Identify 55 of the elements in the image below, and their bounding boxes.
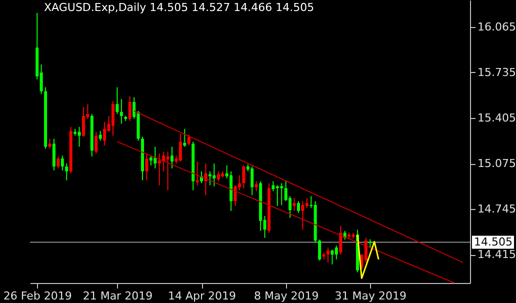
- candlestick: [250, 166, 254, 196]
- y-tick-label: 15.075: [478, 157, 516, 170]
- candlestick: [170, 146, 174, 169]
- y-tick-label: 16.065: [478, 20, 516, 34]
- candlestick: [56, 156, 60, 169]
- candlestick: [60, 155, 64, 171]
- candlestick: [330, 249, 334, 265]
- candlestick: [318, 239, 322, 261]
- candlestick: [276, 184, 279, 206]
- candlestick: [65, 162, 68, 181]
- candlestick: [120, 98, 123, 124]
- candlestick: [166, 151, 170, 191]
- candlestick: [52, 138, 56, 171]
- candlestick: [158, 153, 161, 186]
- y-tick-label: 14.745: [478, 202, 516, 216]
- x-tick-label: 8 May 2019: [254, 290, 319, 302]
- candlestick: [145, 153, 148, 181]
- x-tick-label: 14 Apr 2019: [168, 290, 236, 302]
- y-tick-label: 15.735: [478, 66, 516, 79]
- candlestick: [48, 138, 52, 150]
- candlestick: [242, 164, 246, 189]
- x-tick-label: 21 Mar 2019: [82, 290, 153, 302]
- candlestick: [272, 180, 275, 192]
- candlestick: [149, 155, 152, 166]
- candlestick: [280, 182, 284, 206]
- y-tick-label: 15.405: [478, 112, 516, 125]
- candlestick: [82, 106, 85, 138]
- y-tick-label: 14.415: [478, 248, 516, 262]
- candlestick: [292, 198, 296, 212]
- ref-line-label: 14.505: [474, 235, 512, 248]
- candlestick: [116, 86, 119, 115]
- candlestick: [216, 170, 220, 182]
- candlestick: [301, 200, 304, 230]
- candlestick: [78, 126, 81, 148]
- candlestick: [178, 133, 182, 162]
- candlestick: [128, 96, 132, 122]
- candlestick: [305, 198, 308, 209]
- x-tick-label: 31 May 2019: [334, 290, 407, 302]
- candlestick: [98, 130, 102, 142]
- candlestick: [339, 225, 342, 256]
- line-series: [356, 234, 380, 280]
- candlestick: [187, 134, 190, 146]
- candlestick: [208, 170, 212, 186]
- chart-title: XAGUSD.Exp,Daily 14.505 14.527 14.466 14.505: [44, 1, 314, 14]
- candlestick: [154, 146, 157, 169]
- candlestick: [334, 245, 338, 260]
- candlestick: [212, 162, 216, 187]
- candlestick: [234, 184, 237, 206]
- candlestick: [103, 121, 106, 146]
- candlestick: [183, 128, 186, 148]
- candlestick: [111, 100, 114, 136]
- candlestick: [296, 200, 300, 214]
- x-tick-label: 26 Feb 2019: [3, 290, 72, 302]
- candlestick: [326, 247, 330, 263]
- candlestick: [94, 131, 98, 154]
